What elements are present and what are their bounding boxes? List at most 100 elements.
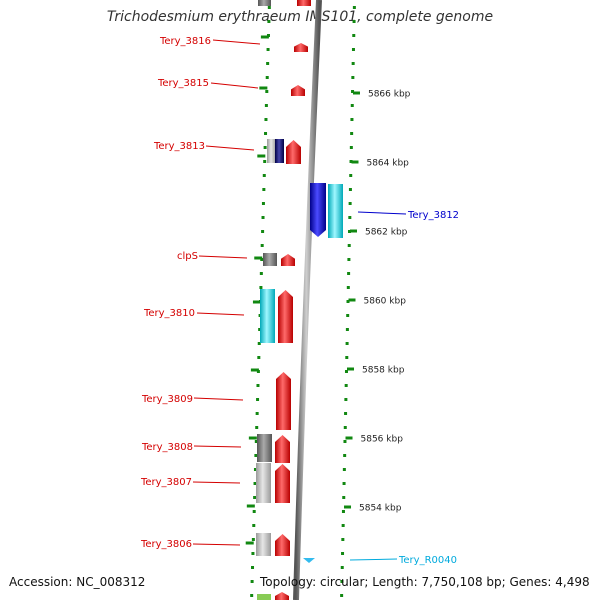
gene-arrow-tery-3807[interactable] bbox=[275, 464, 290, 503]
tick-dot bbox=[264, 118, 268, 121]
label-leader-line bbox=[192, 543, 241, 546]
accession-text: Accession: NC_008312 bbox=[9, 575, 146, 589]
tick-dot bbox=[264, 104, 268, 107]
left-major-tick bbox=[245, 541, 254, 545]
gene-arrow-partial[interactable] bbox=[275, 592, 289, 600]
gene-block-partial[interactable] bbox=[257, 594, 271, 600]
gene-block[interactable] bbox=[257, 434, 272, 462]
gene-block[interactable] bbox=[256, 463, 271, 503]
tick-dot bbox=[259, 272, 263, 275]
label-leader-line bbox=[212, 39, 261, 45]
gene-block-cyan[interactable] bbox=[328, 184, 343, 238]
tick-dot bbox=[347, 272, 351, 275]
tick-dot bbox=[340, 566, 344, 569]
gene-arrow-tery-3815[interactable] bbox=[291, 85, 305, 96]
gene-arrow-clps[interactable] bbox=[281, 254, 295, 266]
scale-major-tick bbox=[345, 436, 353, 440]
scale-major-tick bbox=[349, 229, 357, 233]
tick-dot bbox=[258, 328, 262, 331]
feature-label[interactable]: Tery_3810 bbox=[143, 308, 195, 319]
feature-label[interactable]: Tery_3813 bbox=[153, 141, 205, 152]
feature-label[interactable]: clpS bbox=[177, 251, 198, 262]
tick-dot bbox=[263, 160, 267, 163]
gene-arrow-tery-3810[interactable] bbox=[278, 290, 293, 343]
tick-dot bbox=[256, 384, 260, 387]
gene-block[interactable] bbox=[267, 139, 276, 163]
tick-dot bbox=[340, 594, 344, 597]
left-major-tick bbox=[257, 154, 266, 158]
tick-dot bbox=[351, 76, 355, 79]
tick-dot bbox=[346, 300, 350, 303]
tick-dot bbox=[254, 440, 258, 443]
tick-dot bbox=[345, 342, 349, 345]
tick-dot bbox=[257, 356, 261, 359]
tick-dot bbox=[351, 90, 355, 93]
gene-block-partial[interactable] bbox=[258, 0, 271, 6]
tick-dot bbox=[254, 454, 258, 457]
scale-tick-label: 5858 kbp bbox=[362, 366, 405, 376]
feature-label[interactable]: Tery_3808 bbox=[141, 442, 193, 453]
tick-dot bbox=[347, 258, 351, 261]
tick-dot bbox=[345, 328, 349, 331]
tick-dot bbox=[251, 566, 255, 569]
left-major-tick bbox=[250, 368, 259, 372]
gene-arrow-tery-3806[interactable] bbox=[275, 534, 290, 556]
tick-dot bbox=[346, 286, 350, 289]
tick-dot bbox=[261, 202, 265, 205]
feature-label[interactable]: Tery_R0040 bbox=[398, 555, 457, 566]
tick-dot bbox=[250, 580, 254, 583]
feature-label[interactable]: Tery_3806 bbox=[140, 539, 192, 550]
gene-block[interactable] bbox=[256, 533, 271, 556]
left-major-tick bbox=[254, 256, 263, 260]
tick-dot bbox=[261, 230, 265, 233]
tick-dot bbox=[342, 496, 346, 499]
topology-text: Topology: circular; Length: 7,750,108 bp… bbox=[260, 575, 590, 589]
scale-tick-label: 5854 kbp bbox=[359, 504, 402, 514]
tick-dot bbox=[348, 216, 352, 219]
tick-dot bbox=[352, 6, 356, 9]
gene-arrow-tery-3809[interactable] bbox=[276, 372, 291, 430]
scale-tick-label: 5856 kbp bbox=[361, 435, 404, 445]
left-major-tick bbox=[248, 436, 257, 440]
tick-dot bbox=[342, 468, 346, 471]
tick-dot bbox=[250, 594, 254, 597]
feature-label[interactable]: Tery_3809 bbox=[141, 394, 193, 405]
label-leader-line bbox=[349, 558, 398, 561]
tick-dot bbox=[253, 496, 257, 499]
tick-dot bbox=[344, 370, 348, 373]
tick-dot bbox=[350, 118, 354, 121]
gene-arrow-tery-3812[interactable] bbox=[310, 183, 326, 237]
tick-dot bbox=[350, 104, 354, 107]
tick-dot bbox=[341, 524, 345, 527]
feature-label[interactable]: Tery_3816 bbox=[159, 36, 211, 47]
gene-arrow-tery-3816[interactable] bbox=[294, 43, 308, 52]
tick-dot bbox=[251, 538, 255, 541]
tick-dot bbox=[348, 230, 352, 233]
tick-dot bbox=[262, 188, 266, 191]
tick-dot bbox=[348, 188, 352, 191]
gene-marker-tery-r0040[interactable] bbox=[303, 558, 315, 563]
tick-dot bbox=[251, 552, 255, 555]
gene-arrow-tery-3813[interactable] bbox=[286, 140, 301, 164]
tick-dot bbox=[351, 62, 355, 65]
gene-block[interactable] bbox=[275, 139, 284, 163]
scale-tick-label: 5860 kbp bbox=[364, 297, 407, 307]
left-major-tick bbox=[259, 86, 268, 90]
tick-dot bbox=[341, 552, 345, 555]
feature-label[interactable]: Tery_3807 bbox=[140, 477, 192, 488]
tick-dot bbox=[352, 20, 356, 23]
gene-block-cyan[interactable] bbox=[260, 289, 275, 343]
tick-dot bbox=[352, 34, 356, 37]
gene-arrow-partial[interactable] bbox=[297, 0, 311, 6]
feature-label[interactable]: Tery_3815 bbox=[157, 78, 209, 89]
feature-label[interactable]: Tery_3812 bbox=[407, 210, 459, 221]
gene-block[interactable] bbox=[263, 253, 277, 266]
tick-dot bbox=[348, 202, 352, 205]
label-leader-line bbox=[210, 82, 259, 89]
gene-arrow-tery-3808[interactable] bbox=[275, 435, 290, 463]
label-leader-line bbox=[196, 312, 245, 316]
label-leader-line bbox=[357, 211, 407, 215]
tick-dot bbox=[264, 132, 268, 135]
tick-dot bbox=[341, 538, 345, 541]
